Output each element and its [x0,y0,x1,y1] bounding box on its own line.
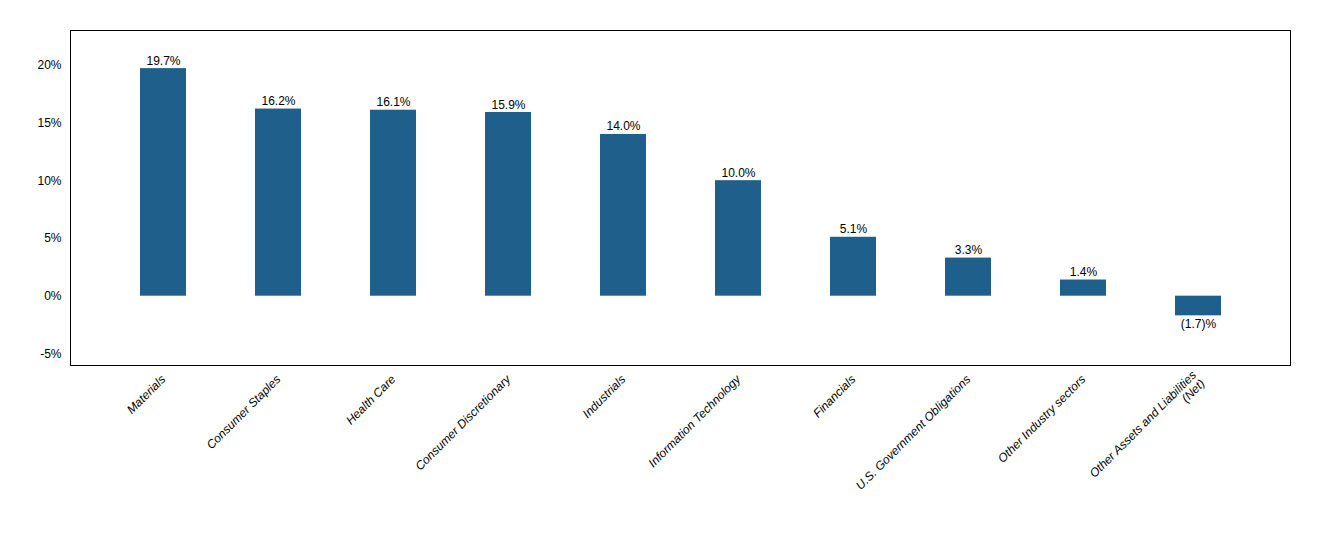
svg-text:16.2%: 16.2% [261,94,295,108]
svg-text:U.S. Government Obligations: U.S. Government Obligations [853,372,973,492]
svg-text:15.9%: 15.9% [491,98,525,112]
svg-text:Materials: Materials [124,372,168,416]
svg-text:Consumer Staples: Consumer Staples [204,372,284,452]
svg-text:15%: 15% [37,116,61,130]
svg-text:Consumer Discretionary: Consumer Discretionary [412,372,514,474]
svg-text:19.7%: 19.7% [146,54,180,68]
svg-text:10%: 10% [37,174,61,188]
svg-text:Information Technology: Information Technology [646,372,745,471]
svg-text:1.4%: 1.4% [1070,265,1098,279]
svg-text:0%: 0% [44,289,62,303]
svg-text:Other Assets and Liabilities(N: Other Assets and Liabilities(Net) [1087,368,1208,489]
svg-text:16.1%: 16.1% [376,95,410,109]
svg-text:5.1%: 5.1% [840,222,868,236]
svg-text:-5%: -5% [40,347,62,361]
svg-text:Health Care: Health Care [343,372,398,427]
svg-text:(1.7)%: (1.7)% [1181,317,1217,331]
svg-text:3.3%: 3.3% [955,243,983,257]
svg-text:20%: 20% [37,58,61,72]
svg-text:Other Industry sectors: Other Industry sectors [995,372,1088,465]
svg-text:14.0%: 14.0% [606,119,640,133]
svg-text:5%: 5% [44,231,62,245]
svg-text:Financials: Financials [810,372,858,420]
svg-text:Industrials: Industrials [580,372,629,421]
svg-text:10.0%: 10.0% [721,166,755,180]
